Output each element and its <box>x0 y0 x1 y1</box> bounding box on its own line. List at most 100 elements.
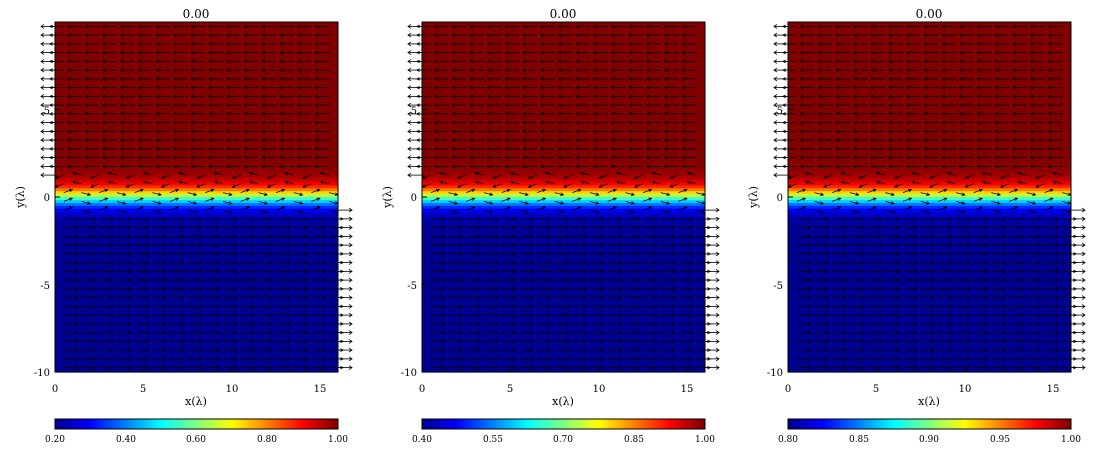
vector-arrowhead <box>931 365 936 370</box>
vector-arrowhead <box>610 103 615 107</box>
vector-arrowhead <box>509 171 514 176</box>
vector-arrow <box>232 183 241 188</box>
edge-vector-arrowhead <box>348 339 353 344</box>
vector-arrowhead <box>522 103 527 107</box>
vector-arrowhead <box>870 77 875 81</box>
vector-arrowhead <box>208 155 213 160</box>
heatmap-cell <box>422 54 705 58</box>
x-ticks: 0 5 10 15 <box>785 367 1059 395</box>
heatmap-cell <box>422 153 705 157</box>
vector-arrowhead <box>671 252 676 256</box>
heatmap-cell <box>422 351 705 356</box>
vector-arrowhead <box>468 24 473 29</box>
heatmap-cell <box>55 71 338 76</box>
vector-arrowhead <box>817 68 822 72</box>
vector-arrowhead <box>807 260 812 265</box>
vector-arrowhead <box>225 94 230 99</box>
vector-arrowhead <box>636 287 641 291</box>
vector-arrowhead <box>910 180 916 185</box>
edge-vector-arrowhead <box>348 207 353 213</box>
vector-arrowhead <box>825 287 830 291</box>
heatmap-cell <box>788 127 1071 131</box>
heatmap-cell <box>55 229 338 233</box>
heatmap-cell <box>788 54 1071 58</box>
vector-arrow <box>311 197 321 202</box>
vector-arrowhead <box>976 24 981 29</box>
vector-arrowhead <box>834 155 839 160</box>
vector-arrowhead <box>157 192 162 196</box>
vector-arrowhead <box>946 180 951 185</box>
heatmap-cell <box>55 92 338 96</box>
edge-vector-arrowhead <box>407 24 412 29</box>
vector-arrowhead <box>524 209 529 214</box>
vector-arrowhead <box>689 225 694 230</box>
vector-arrowhead <box>322 234 327 239</box>
vector-arrowhead <box>1029 164 1034 169</box>
vector-arrowhead <box>1029 112 1034 116</box>
vector-arrowhead <box>1020 348 1025 352</box>
edge-vector-arrowhead <box>773 41 778 47</box>
edge-vector-arrowhead <box>40 32 45 38</box>
vector-arrowhead <box>908 197 913 201</box>
vector-arrowhead <box>615 171 620 176</box>
heatmap-cell <box>422 100 705 105</box>
vector-arrowhead <box>896 339 901 344</box>
vector-arrow <box>858 174 868 179</box>
vector-arrowhead <box>468 94 473 99</box>
heatmap-cell <box>55 316 338 321</box>
vector-arrowhead <box>155 120 160 125</box>
vector-arrowhead <box>233 330 238 335</box>
vector-arrowhead <box>547 313 552 317</box>
vector-arrowhead <box>530 287 535 291</box>
vector-arrowhead <box>180 278 185 282</box>
vector-arrowhead <box>522 24 527 29</box>
vector-arrowhead <box>595 192 600 196</box>
vector-arrowhead <box>119 147 124 151</box>
vector-arrowhead <box>592 59 597 64</box>
vector-arrowhead <box>251 252 256 256</box>
heatmap-cell <box>55 144 338 149</box>
vector-arrowhead <box>663 129 668 134</box>
vector-arrowhead <box>645 94 650 99</box>
vector-arrow <box>1008 189 1018 193</box>
heatmap-cell <box>788 100 1071 105</box>
vector-arrowhead <box>281 206 286 210</box>
heatmap-cell <box>422 293 705 297</box>
vector-arrowhead <box>878 304 883 309</box>
vector-arrowhead <box>636 330 641 335</box>
vector-arrowhead <box>1055 339 1060 344</box>
vector-arrowhead <box>459 260 464 265</box>
heatmap-cell <box>422 89 705 93</box>
vector-arrowhead <box>296 94 301 99</box>
vector-arrowhead <box>145 243 150 247</box>
heatmap-cell <box>55 293 338 297</box>
vector-arrowhead <box>618 357 623 361</box>
vector-arrowhead <box>319 180 324 185</box>
vector-arrowhead <box>314 129 319 134</box>
vector-arrowhead <box>172 155 177 160</box>
vector-arrowhead <box>163 322 168 326</box>
vector-arrowhead <box>961 209 966 214</box>
vector-arrow <box>796 189 806 193</box>
vector-arrowhead <box>1020 357 1025 361</box>
vector-arrowhead <box>210 206 215 210</box>
vector-arrowhead <box>958 103 963 107</box>
vector-arrow <box>205 206 214 211</box>
vector-arrowhead <box>913 295 918 300</box>
edge-vector-arrowhead <box>715 321 720 327</box>
vector-arrowhead <box>663 103 668 107</box>
vector-arrowhead <box>683 197 688 201</box>
vector-arrowhead <box>870 120 875 125</box>
vector-arrowhead <box>888 33 893 37</box>
vector-arrowhead <box>190 164 195 169</box>
vector-arrowhead <box>958 164 963 169</box>
vector-arrowhead <box>489 201 494 205</box>
vector-arrowhead <box>949 225 954 230</box>
vector-arrowhead <box>878 217 883 221</box>
vector-arrowhead <box>180 322 185 326</box>
vector-arrowhead <box>190 138 195 142</box>
heatmap-cell <box>55 249 338 254</box>
vector-arrowhead <box>92 269 97 274</box>
vector-arrowhead <box>459 278 464 282</box>
y-tick-label: -5 <box>407 281 417 292</box>
